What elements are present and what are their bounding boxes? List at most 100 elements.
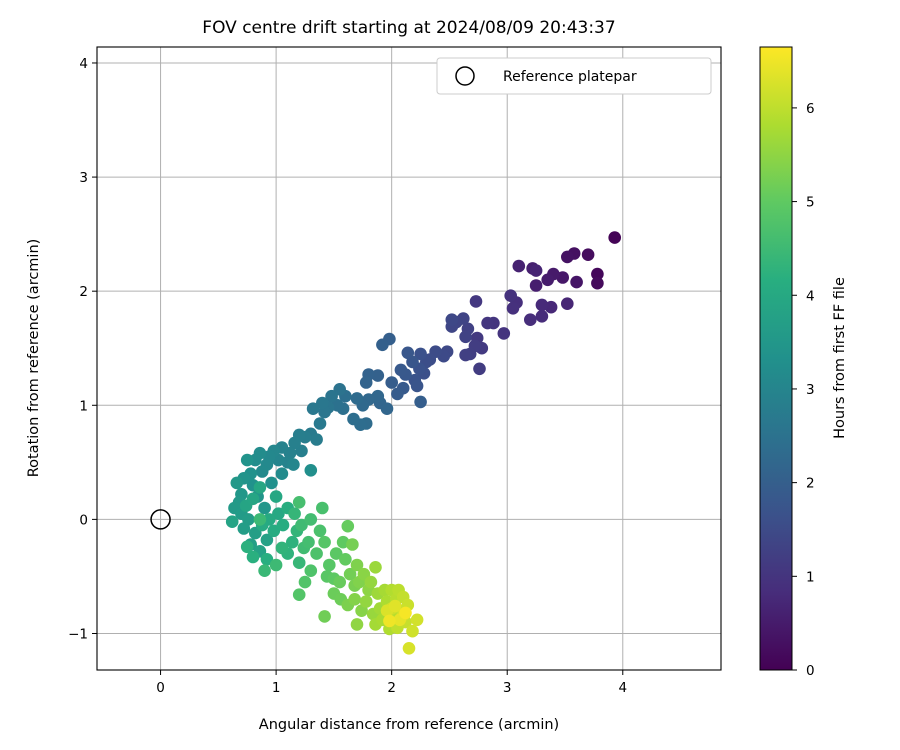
data-point xyxy=(260,533,274,547)
data-point xyxy=(253,481,267,494)
data-point xyxy=(497,327,511,340)
data-point xyxy=(275,541,289,555)
data-point xyxy=(272,507,285,520)
data-point xyxy=(469,295,483,308)
data-point xyxy=(343,567,357,581)
data-point xyxy=(591,267,604,281)
colorbar-label: Hours from first FF file xyxy=(832,277,848,439)
data-point xyxy=(246,492,260,506)
colorbar-tick-label: 6 xyxy=(806,101,815,117)
data-point xyxy=(591,276,604,290)
data-point xyxy=(310,433,323,446)
data-point xyxy=(258,501,271,515)
data-point xyxy=(286,535,299,549)
data-point xyxy=(269,558,283,572)
x-axis-label: Angular distance from reference (arcmin) xyxy=(259,717,559,733)
data-point xyxy=(402,642,416,655)
data-point xyxy=(292,588,306,601)
data-point xyxy=(401,346,415,360)
data-point xyxy=(258,564,271,577)
colorbar-tick-label: 0 xyxy=(806,663,815,679)
x-tick-label: 4 xyxy=(618,680,627,696)
data-point xyxy=(406,624,419,638)
data-point xyxy=(265,476,278,490)
data-point xyxy=(376,338,389,352)
colorbar-tick-label: 4 xyxy=(806,288,815,304)
data-point xyxy=(304,464,318,477)
data-point xyxy=(313,524,327,538)
data-point xyxy=(414,395,427,409)
data-point xyxy=(359,376,373,389)
legend-label: Reference platepar xyxy=(503,69,637,85)
colorbar-ticks: 0 1 2 3 4 5 6 xyxy=(792,101,815,679)
legend-marker-icon xyxy=(455,66,475,86)
data-point xyxy=(410,613,424,627)
data-point xyxy=(316,396,329,410)
data-point xyxy=(561,297,574,311)
data-point xyxy=(394,363,408,377)
data-point xyxy=(269,490,283,503)
data-point xyxy=(288,507,301,520)
data-point xyxy=(276,518,290,532)
data-point xyxy=(473,362,486,376)
data-point xyxy=(316,501,329,515)
data-point xyxy=(529,279,543,292)
data-point xyxy=(267,524,281,538)
data-point xyxy=(304,513,318,526)
data-point xyxy=(246,550,260,564)
data-point xyxy=(304,564,318,577)
colorbar: 0 1 2 3 4 5 6 Hours from first FF file xyxy=(759,46,848,679)
data-point xyxy=(275,467,289,481)
y-tick-label: 3 xyxy=(79,170,88,186)
colorbar-gradient xyxy=(759,46,793,671)
data-point xyxy=(292,496,306,509)
data-point xyxy=(323,558,336,572)
data-point xyxy=(240,453,254,467)
data-point xyxy=(359,595,373,608)
data-point xyxy=(512,259,526,273)
y-tick-label: 2 xyxy=(79,284,88,300)
data-point xyxy=(369,561,382,574)
data-point xyxy=(504,289,517,303)
data-point xyxy=(364,575,378,589)
data-point xyxy=(240,540,254,554)
data-point xyxy=(506,302,520,315)
data-point xyxy=(325,389,338,403)
data-point xyxy=(570,275,583,289)
data-point xyxy=(529,264,543,277)
data-point xyxy=(414,347,427,361)
data-point xyxy=(253,513,267,526)
data-point xyxy=(459,330,472,344)
legend: Reference platepar xyxy=(436,57,712,95)
data-point xyxy=(350,558,364,572)
data-point xyxy=(410,379,424,393)
x-tick-label: 0 xyxy=(156,680,165,696)
data-point xyxy=(581,248,595,261)
data-point xyxy=(339,553,352,566)
y-tick-label: 0 xyxy=(79,512,88,528)
data-point xyxy=(260,553,274,566)
data-point xyxy=(459,348,472,362)
data-point xyxy=(608,231,621,244)
data-point xyxy=(350,618,364,631)
data-point xyxy=(561,250,574,264)
data-point xyxy=(535,298,549,312)
x-tick-label: 3 xyxy=(503,680,512,696)
data-point xyxy=(230,476,244,490)
data-point xyxy=(313,417,327,430)
data-point xyxy=(347,412,360,426)
y-tick-label: 4 xyxy=(79,56,88,72)
x-ticks: 0 1 2 3 4 xyxy=(156,670,627,696)
y-ticks: −1 0 1 2 3 4 xyxy=(68,56,97,642)
data-point xyxy=(348,593,362,606)
y-tick-label: −1 xyxy=(68,626,88,642)
colorbar-tick-label: 1 xyxy=(806,569,815,585)
data-point xyxy=(399,606,412,620)
data-point xyxy=(302,535,315,549)
data-point xyxy=(383,614,396,628)
data-point xyxy=(535,310,549,323)
chart-title: FOV centre drift starting at 2024/08/09 … xyxy=(202,18,615,38)
data-point xyxy=(445,313,459,327)
data-point xyxy=(371,369,385,382)
